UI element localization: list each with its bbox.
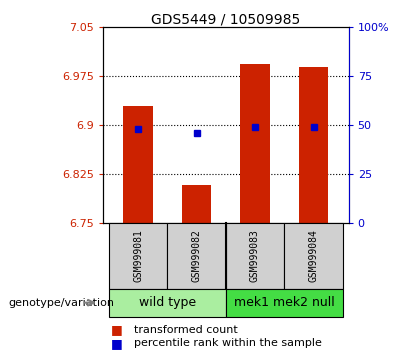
- Bar: [284, 223, 343, 289]
- Bar: [167, 223, 226, 289]
- Text: GSM999084: GSM999084: [309, 229, 318, 282]
- Text: wild type: wild type: [139, 296, 196, 309]
- Text: transformed count: transformed count: [134, 325, 238, 335]
- Bar: [182, 185, 211, 223]
- Text: mek1 mek2 null: mek1 mek2 null: [234, 296, 335, 309]
- Text: genotype/variation: genotype/variation: [8, 298, 114, 308]
- Text: ■: ■: [111, 324, 123, 336]
- Text: GSM999082: GSM999082: [192, 229, 202, 282]
- Bar: [226, 289, 343, 317]
- Text: GSM999083: GSM999083: [250, 229, 260, 282]
- Bar: [109, 223, 167, 289]
- Bar: [226, 223, 284, 289]
- Bar: [109, 289, 226, 317]
- Text: GSM999081: GSM999081: [133, 229, 143, 282]
- Text: GDS5449 / 10509985: GDS5449 / 10509985: [151, 12, 300, 27]
- Bar: [123, 107, 152, 223]
- Bar: [240, 64, 270, 223]
- Text: percentile rank within the sample: percentile rank within the sample: [134, 338, 322, 348]
- Bar: [299, 67, 328, 223]
- Text: ■: ■: [111, 337, 123, 350]
